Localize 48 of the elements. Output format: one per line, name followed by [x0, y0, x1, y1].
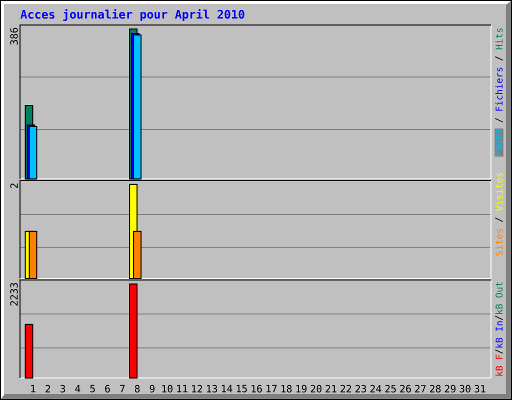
text: Hits	[495, 28, 503, 50]
x-tick-label: 27	[415, 384, 426, 392]
text: /	[495, 118, 503, 122]
x-tick-label: 14	[222, 384, 232, 392]
x-tick-label: 12	[192, 384, 202, 392]
x-tick-label: 21	[326, 384, 336, 392]
chart-title: Acces journalier pour April 2010	[20, 9, 244, 21]
x-tick-label: 11	[177, 384, 188, 392]
x-tick-label: 26	[400, 384, 411, 392]
x-tick-label: 31	[474, 384, 486, 392]
legend-label: kB Out	[495, 282, 503, 314]
x-tick-label: 7	[120, 384, 125, 392]
x-tick-label: 20	[310, 384, 322, 392]
x-tick-label: 29	[444, 384, 456, 392]
x-tick-label: 17	[266, 384, 277, 392]
x-tick-label: 9	[150, 384, 155, 392]
x-tick-label: 1	[31, 384, 36, 392]
x-tick-label: 10	[162, 384, 172, 392]
x-tick-label: 19	[296, 384, 307, 392]
x-tick-label: 2	[46, 384, 50, 392]
x-tick-label: 18	[281, 384, 292, 392]
x-tick-label: 16	[252, 384, 262, 392]
x-tick-label: 4	[75, 384, 80, 392]
text: 2	[10, 184, 18, 188]
x-tick-label: 15	[236, 384, 247, 392]
text: Visites	[495, 172, 503, 211]
text: 2233	[10, 282, 18, 306]
text: Pages	[494, 129, 504, 156]
text: Fichiers	[495, 68, 503, 111]
text: Sites	[495, 229, 503, 256]
x-tick-label: 6	[105, 384, 110, 392]
x-tick-label: 13	[206, 384, 218, 392]
x-tick-label: 3	[60, 384, 66, 392]
x-tick-label: 5	[90, 384, 95, 392]
x-tick-label: 23	[356, 384, 366, 392]
x-tick-label: 8	[134, 384, 140, 392]
text: /	[495, 349, 503, 354]
text: /	[495, 56, 503, 61]
x-tick-label: 30	[460, 384, 470, 392]
x-tick-label: 25	[385, 384, 396, 392]
text: 386	[10, 28, 18, 45]
x-tick-label: 28	[430, 384, 441, 392]
text: /	[495, 218, 503, 222]
text: kB F	[495, 354, 503, 376]
text: /	[495, 316, 503, 320]
x-tick-label: 22	[340, 384, 352, 392]
legend-label: kB In	[495, 321, 503, 348]
x-tick-label: 24	[370, 384, 382, 392]
